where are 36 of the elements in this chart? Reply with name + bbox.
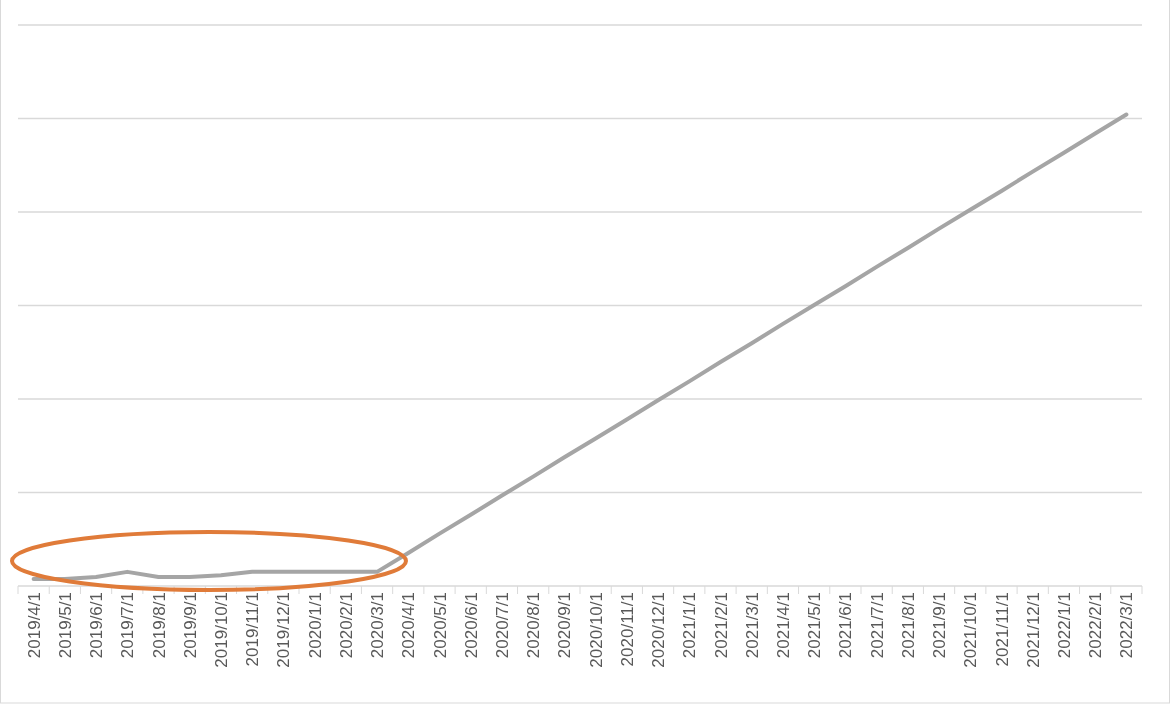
x-tick-label: 2019/6/1 [87, 592, 107, 659]
x-tick-label: 2019/5/1 [55, 592, 75, 659]
x-tick-label: 2020/10/1 [586, 592, 606, 668]
x-tick-label: 2020/5/1 [430, 592, 450, 659]
x-tick-label: 2022/1/1 [1054, 592, 1074, 659]
x-tick-label: 2021/9/1 [930, 592, 950, 659]
x-tick-label: 2021/8/1 [898, 592, 918, 659]
x-tick-label: 2020/4/1 [399, 592, 419, 659]
x-tick-label: 2021/5/1 [805, 592, 825, 659]
x-tick-label: 2019/9/1 [180, 592, 200, 659]
x-tick-label: 2020/1/1 [305, 592, 325, 659]
x-tick-label: 2019/11/1 [243, 592, 263, 667]
x-tick-label: 2022/3/1 [1117, 592, 1137, 659]
x-tick-label: 2021/2/1 [711, 592, 731, 659]
x-tick-label: 2019/10/1 [211, 592, 231, 668]
x-tick-label: 2020/11/1 [617, 592, 637, 667]
x-tick-label: 2020/3/1 [368, 592, 388, 659]
x-tick-label: 2021/4/1 [773, 592, 793, 659]
x-tick-label: 2021/7/1 [867, 592, 887, 659]
x-tick-label: 2021/6/1 [836, 592, 856, 659]
x-tick-label: 2020/7/1 [492, 592, 512, 659]
x-tick-label: 2021/10/1 [961, 592, 981, 668]
x-tick-label: 2019/8/1 [149, 592, 169, 659]
x-tick-label: 2021/11/1 [992, 592, 1012, 667]
x-tick-label: 2020/2/1 [336, 592, 356, 659]
x-tick-label: 2019/12/1 [274, 592, 294, 668]
x-tick-label: 2020/8/1 [524, 592, 544, 659]
x-tick-label: 2019/4/1 [24, 592, 44, 659]
x-tick-label: 2021/1/1 [680, 592, 700, 659]
x-tick-label: 2020/9/1 [555, 592, 575, 659]
x-tick-label: 2021/12/1 [1023, 592, 1043, 668]
x-tick-label: 2019/7/1 [118, 592, 138, 659]
x-tick-label: 2022/2/1 [1086, 592, 1106, 659]
x-tick-label: 2021/3/1 [742, 592, 762, 659]
x-tick-label: 2020/12/1 [649, 592, 669, 668]
x-tick-label: 2020/6/1 [461, 592, 481, 659]
